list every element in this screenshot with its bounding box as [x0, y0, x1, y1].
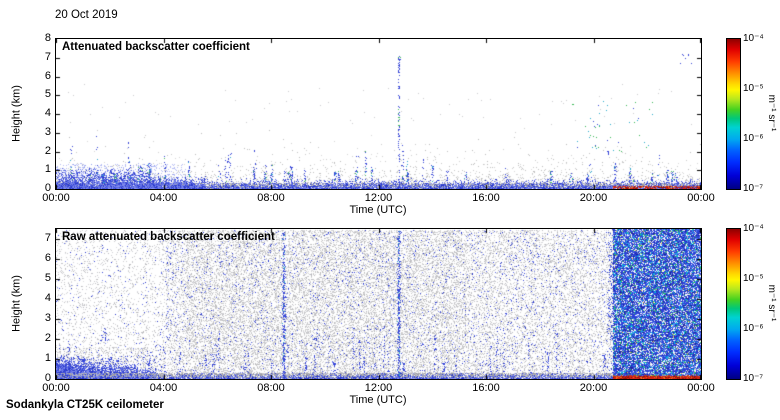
panel2-y-tick-label: 7: [44, 232, 51, 244]
panel2-x-tick-label: 04:00: [149, 382, 178, 394]
panel1-y-tick-label: 2: [44, 144, 51, 157]
panel2-colorbar-tick-label: 10⁻⁶: [743, 323, 764, 334]
panel1-colorbar-tick-label: 10⁻⁶: [743, 133, 764, 144]
panel2-colorbar-tick-label: 10⁻⁵: [743, 273, 764, 284]
panel1-y-tick-label: 3: [44, 125, 51, 138]
panel1-x-tick-label: 08:00: [257, 192, 285, 204]
panel1-ylabel: Height (km): [10, 85, 23, 142]
panel2-y-tick-label: 2: [44, 332, 51, 344]
panel1-title: Attenuated backscatter coefficient: [62, 41, 250, 53]
panel1-x-tick-label: 04:00: [149, 192, 178, 204]
panel1-colorbar-unit-label: m⁻¹ sr⁻¹: [766, 94, 777, 132]
panel1-colorbar-tick-label: 10⁻⁴: [743, 33, 764, 44]
panel1-colorbar-tick-label: 10⁻⁷: [743, 183, 764, 194]
panel1-y-tick-label: 8: [44, 32, 51, 44]
panel2-y-tick-label: 0: [44, 372, 51, 384]
panel1-x-tick-label: 16:00: [472, 192, 500, 204]
panel2-x-tick-label: 16:00: [472, 382, 500, 394]
panel2-y-tick-label: 1: [44, 352, 51, 364]
panel1-x-tick-label: 12:00: [364, 192, 393, 204]
panel2-x-tick-label: 00:00: [687, 382, 715, 394]
panel2-title: Raw attenuated backscatter coefficient: [62, 231, 275, 243]
panel1-y-tick-label: 0: [44, 182, 51, 194]
panel1-x-tick-label: 20:00: [579, 192, 608, 204]
panel1-x-tick-label: 00:00: [42, 192, 70, 204]
panel1-x-tick-label: 00:00: [687, 192, 715, 204]
panel2-y-tick-label: 4: [44, 292, 51, 304]
instrument-footer-label: Sodankyla CT25K ceilometer: [6, 399, 164, 411]
panel2-x-tick-label: 00:00: [42, 382, 70, 394]
panel1-plot-canvas: [55, 38, 702, 190]
panel1-colorbar: [726, 38, 741, 190]
panel2-x-tick-label: 20:00: [579, 382, 608, 394]
panel2-colorbar-tick-label: 10⁻⁴: [743, 223, 764, 234]
panel2-y-tick-label: 6: [44, 252, 51, 264]
panel2-x-tick-label: 12:00: [364, 382, 393, 394]
panel1-y-tick-label: 6: [44, 69, 51, 82]
panel2-colorbar-tick-label: 10⁻⁷: [743, 373, 764, 384]
panel1-y-tick-label: 5: [44, 88, 51, 101]
panel2-y-tick-label: 5: [44, 272, 51, 284]
panel2-y-tick-label: 3: [44, 312, 51, 324]
panel1-y-tick-label: 7: [44, 50, 51, 63]
date-label: 20 Oct 2019: [55, 9, 118, 21]
panel2-colorbar: [726, 228, 741, 380]
panel2-colorbar-unit-label: m⁻¹ sr⁻¹: [766, 284, 777, 322]
panel1-colorbar-tick-label: 10⁻⁵: [743, 83, 764, 94]
panel1-xlabel: Time (UTC): [349, 204, 407, 216]
panel1-y-tick-label: 4: [44, 107, 51, 119]
panel2-ylabel: Height (km): [10, 275, 23, 332]
panel2-xlabel: Time (UTC): [349, 394, 407, 406]
panel2-x-tick-label: 08:00: [257, 382, 285, 394]
panel1-y-tick-label: 1: [44, 163, 51, 176]
panel2-plot-canvas: [55, 228, 702, 380]
